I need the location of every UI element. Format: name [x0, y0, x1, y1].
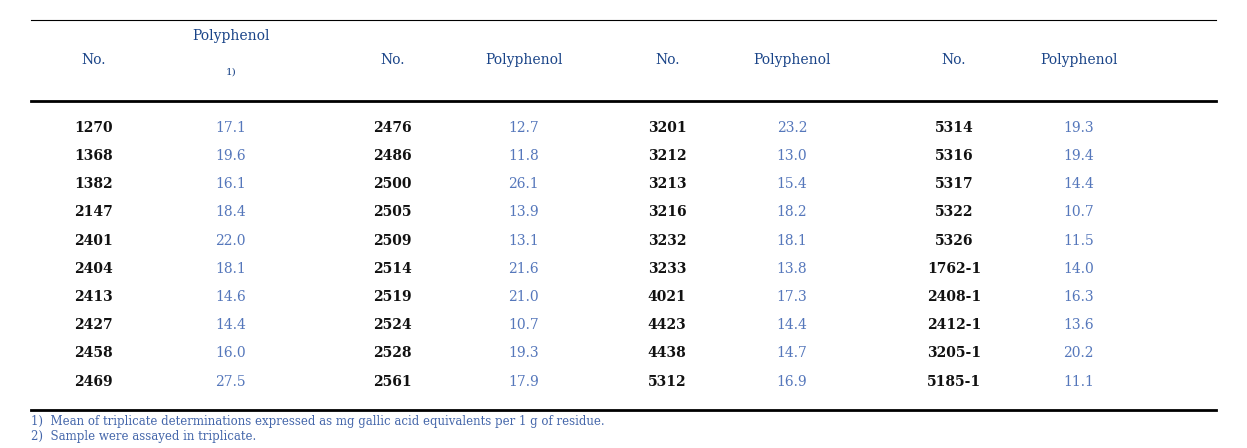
Text: 5312: 5312 — [648, 375, 686, 389]
Text: 23.2: 23.2 — [777, 121, 807, 135]
Text: 13.6: 13.6 — [1064, 318, 1094, 332]
Text: 2514: 2514 — [373, 262, 413, 276]
Text: 2519: 2519 — [374, 290, 412, 304]
Text: 21.6: 21.6 — [509, 262, 539, 276]
Text: 19.3: 19.3 — [509, 346, 539, 361]
Text: 2528: 2528 — [374, 346, 412, 361]
Text: 2500: 2500 — [374, 177, 412, 191]
Text: 21.0: 21.0 — [509, 290, 539, 304]
Text: 11.1: 11.1 — [1064, 375, 1094, 389]
Text: 2)  Sample were assayed in triplicate.: 2) Sample were assayed in triplicate. — [31, 430, 257, 444]
Text: 2413: 2413 — [74, 290, 113, 304]
Text: 4423: 4423 — [647, 318, 687, 332]
Text: 14.4: 14.4 — [1064, 177, 1094, 191]
Text: 5326: 5326 — [935, 233, 973, 248]
Text: 18.1: 18.1 — [216, 262, 246, 276]
Text: 18.2: 18.2 — [777, 205, 807, 220]
Text: 5314: 5314 — [934, 121, 974, 135]
Text: Polyphenol: Polyphenol — [1040, 53, 1117, 68]
Text: 2486: 2486 — [374, 149, 412, 163]
Text: 2458: 2458 — [75, 346, 112, 361]
Text: 3233: 3233 — [648, 262, 686, 276]
Text: 2427: 2427 — [75, 318, 112, 332]
Text: 3212: 3212 — [648, 149, 686, 163]
Text: 10.7: 10.7 — [1064, 205, 1094, 220]
Text: 2404: 2404 — [74, 262, 113, 276]
Text: 22.0: 22.0 — [216, 233, 246, 248]
Text: 19.4: 19.4 — [1064, 149, 1094, 163]
Text: 10.7: 10.7 — [509, 318, 539, 332]
Text: 3205-1: 3205-1 — [927, 346, 981, 361]
Text: 4021: 4021 — [647, 290, 687, 304]
Text: 19.3: 19.3 — [1064, 121, 1094, 135]
Text: 16.3: 16.3 — [1064, 290, 1094, 304]
Text: No.: No. — [380, 53, 405, 68]
Text: 17.9: 17.9 — [509, 375, 539, 389]
Text: 2408-1: 2408-1 — [927, 290, 981, 304]
Text: 13.0: 13.0 — [777, 149, 807, 163]
Text: 1270: 1270 — [75, 121, 112, 135]
Text: 14.7: 14.7 — [777, 346, 807, 361]
Text: 5316: 5316 — [935, 149, 973, 163]
Text: 3201: 3201 — [648, 121, 686, 135]
Text: 20.2: 20.2 — [1064, 346, 1094, 361]
Text: 16.0: 16.0 — [216, 346, 246, 361]
Text: 14.4: 14.4 — [216, 318, 246, 332]
Text: 1)  Mean of triplicate determinations expressed as mg gallic acid equivalents pe: 1) Mean of triplicate determinations exp… — [31, 414, 605, 428]
Text: 15.4: 15.4 — [777, 177, 807, 191]
Text: 2524: 2524 — [374, 318, 412, 332]
Text: 17.3: 17.3 — [777, 290, 807, 304]
Text: 1368: 1368 — [75, 149, 112, 163]
Text: 16.9: 16.9 — [777, 375, 807, 389]
Text: 2561: 2561 — [374, 375, 412, 389]
Text: 14.6: 14.6 — [216, 290, 246, 304]
Text: 1382: 1382 — [75, 177, 112, 191]
Text: 2401: 2401 — [74, 233, 113, 248]
Text: 5185-1: 5185-1 — [927, 375, 981, 389]
Text: 17.1: 17.1 — [216, 121, 246, 135]
Text: 2412-1: 2412-1 — [927, 318, 981, 332]
Text: 2476: 2476 — [374, 121, 412, 135]
Text: Polyphenol: Polyphenol — [485, 53, 562, 68]
Text: 12.7: 12.7 — [509, 121, 539, 135]
Text: 14.0: 14.0 — [1064, 262, 1094, 276]
Text: 13.8: 13.8 — [777, 262, 807, 276]
Text: 2147: 2147 — [74, 205, 113, 220]
Text: Polyphenol: Polyphenol — [753, 53, 831, 68]
Text: 1): 1) — [226, 67, 236, 76]
Text: 19.6: 19.6 — [216, 149, 246, 163]
Text: 1762-1: 1762-1 — [927, 262, 981, 276]
Text: No.: No. — [941, 53, 966, 68]
Text: 13.9: 13.9 — [509, 205, 539, 220]
Text: 2505: 2505 — [374, 205, 412, 220]
Text: No.: No. — [655, 53, 680, 68]
Text: 3213: 3213 — [648, 177, 686, 191]
Text: 18.4: 18.4 — [216, 205, 246, 220]
Text: 11.8: 11.8 — [509, 149, 539, 163]
Text: 5322: 5322 — [935, 205, 973, 220]
Text: 5317: 5317 — [935, 177, 973, 191]
Text: 18.1: 18.1 — [777, 233, 807, 248]
Text: 4438: 4438 — [647, 346, 687, 361]
Text: 27.5: 27.5 — [216, 375, 246, 389]
Text: 2509: 2509 — [374, 233, 412, 248]
Text: 3232: 3232 — [648, 233, 686, 248]
Text: No.: No. — [81, 53, 106, 68]
Text: 2469: 2469 — [75, 375, 112, 389]
Text: 16.1: 16.1 — [216, 177, 246, 191]
Text: 14.4: 14.4 — [777, 318, 807, 332]
Text: 11.5: 11.5 — [1064, 233, 1094, 248]
Text: 3216: 3216 — [648, 205, 686, 220]
Text: Polyphenol: Polyphenol — [192, 29, 269, 43]
Text: 13.1: 13.1 — [509, 233, 539, 248]
Text: 26.1: 26.1 — [509, 177, 539, 191]
